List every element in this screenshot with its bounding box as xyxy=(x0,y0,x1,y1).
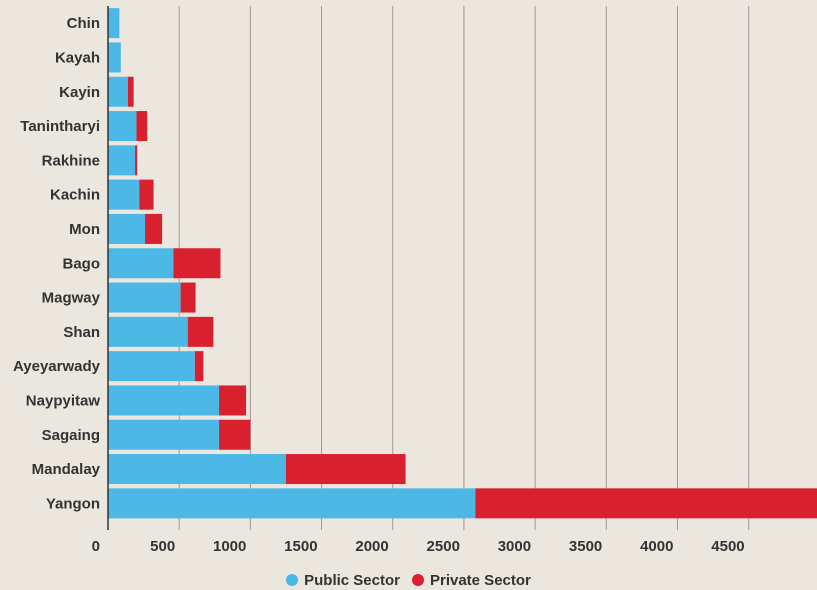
category-label-bago: Bago xyxy=(63,255,101,272)
legend-label-public: Public Sector xyxy=(304,571,400,589)
bar-kayah-public xyxy=(108,42,121,73)
category-label-magway: Magway xyxy=(42,290,101,307)
bar-kayin-public xyxy=(108,76,128,107)
bar-kachin-private xyxy=(139,179,154,210)
bar-ayeyarwady-private xyxy=(194,351,204,382)
bar-mandalay-public xyxy=(108,454,286,485)
x-tick-label-2000: 2000 xyxy=(355,538,388,555)
category-label-tanintharyi: Tanintharyi xyxy=(20,118,100,135)
x-tick-label-3500: 3500 xyxy=(569,538,602,555)
bar-tanintharyi-public xyxy=(108,111,137,142)
x-tick-label-3000: 3000 xyxy=(498,538,531,555)
bar-magway-public xyxy=(108,282,181,313)
bar-bago-public xyxy=(108,248,174,279)
bar-naypyitaw-public xyxy=(108,385,220,416)
category-label-shan: Shan xyxy=(63,324,100,341)
bar-bago-private xyxy=(173,248,221,279)
bar-rakhine-public xyxy=(108,145,136,176)
bar-shan-public xyxy=(108,316,188,347)
bar-kayin-private xyxy=(127,76,134,107)
legend-item-private: Private Sector xyxy=(411,571,531,589)
stacked-bar-chart: Chin Kayah Kayin Tanintharyi Rakhine Kachin Mo… xyxy=(13,6,817,555)
x-tick-label-1000: 1000 xyxy=(213,538,246,555)
bar-rakhine-private xyxy=(135,145,138,176)
category-label-mandalay: Mandalay xyxy=(32,461,101,478)
x-tick-label-2500: 2500 xyxy=(427,538,460,555)
category-label-chin: Chin xyxy=(67,15,100,32)
category-label-sagaing: Sagaing xyxy=(42,427,100,444)
bar-kachin-public xyxy=(108,179,140,210)
x-tick-label-4500: 4500 xyxy=(711,538,744,555)
bar-chin-public xyxy=(108,8,120,39)
bar-yangon-public xyxy=(108,488,476,519)
x-tick-label-0: 0 xyxy=(92,538,100,555)
category-label-mon: Mon xyxy=(69,221,100,238)
bar-tanintharyi-private xyxy=(136,111,148,142)
legend-item-public: Public Sector xyxy=(286,572,400,589)
x-tick-label-1500: 1500 xyxy=(284,538,317,555)
legend-swatch-private xyxy=(411,574,424,586)
category-label-kayah: Kayah xyxy=(55,49,100,66)
bar-magway-private xyxy=(180,282,196,313)
bar-ayeyarwady-public xyxy=(108,351,195,382)
category-label-ayeyarwady: Ayeyarwady xyxy=(13,358,101,375)
legend-swatch-public xyxy=(286,574,299,586)
category-label-rakhine: Rakhine xyxy=(42,152,100,169)
x-tick-label-4000: 4000 xyxy=(640,538,673,555)
bar-sagaing-private xyxy=(219,419,251,450)
category-label-kayin: Kayin xyxy=(59,84,100,101)
bar-shan-private xyxy=(187,316,214,347)
category-label-yangon: Yangon xyxy=(46,495,100,512)
category-label-naypyitaw: Naypyitaw xyxy=(26,392,101,409)
x-tick-label-500: 500 xyxy=(150,538,175,555)
legend-label-private: Private Sector xyxy=(429,571,531,589)
legend: Public Sector Private Sector xyxy=(0,570,817,590)
bar-yangon-private xyxy=(475,488,817,519)
bar-mon-private xyxy=(145,213,163,244)
bar-mon-public xyxy=(108,213,146,244)
bar-sagaing-public xyxy=(108,419,220,450)
category-label-kachin: Kachin xyxy=(50,187,100,204)
bar-naypyitaw-private xyxy=(219,385,247,416)
bar-mandalay-private xyxy=(285,454,406,485)
